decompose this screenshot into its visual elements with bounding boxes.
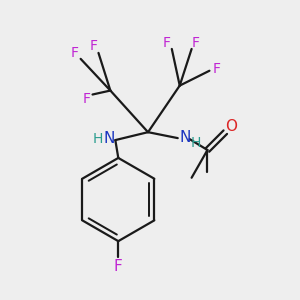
Text: F: F — [192, 36, 200, 50]
Text: O: O — [225, 119, 237, 134]
Text: F: F — [71, 46, 79, 60]
Text: F: F — [89, 39, 98, 53]
Text: H: H — [92, 132, 103, 146]
Text: F: F — [163, 36, 171, 50]
Text: N: N — [104, 130, 115, 146]
Text: F: F — [212, 62, 220, 76]
Text: F: F — [114, 260, 123, 274]
Text: N: N — [180, 130, 191, 145]
Text: H: H — [190, 136, 201, 150]
Text: F: F — [82, 92, 91, 106]
